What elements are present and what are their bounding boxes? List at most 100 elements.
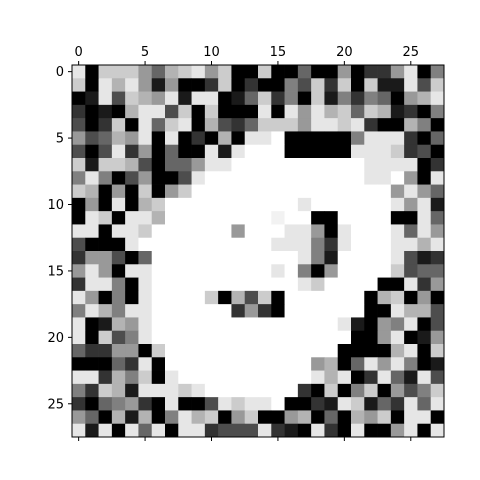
heatmap-cell (138, 158, 153, 172)
heatmap-cell (311, 264, 325, 278)
heatmap-cell (178, 251, 192, 265)
heatmap-cell (151, 237, 166, 252)
heatmap-cell (284, 65, 299, 79)
heatmap-cell (297, 304, 312, 318)
heatmap-cell (72, 357, 86, 371)
heatmap-cell (390, 224, 405, 239)
heatmap-cell (311, 184, 325, 199)
heatmap-cell (417, 144, 432, 159)
heatmap-cell (417, 104, 432, 119)
heatmap-cell (85, 158, 99, 172)
heatmap-cell (244, 264, 259, 278)
heatmap-cell (111, 317, 126, 332)
heatmap-cell (231, 344, 246, 358)
heatmap-cell (324, 144, 339, 159)
heatmap-cell (377, 131, 392, 146)
heatmap-cell (151, 144, 166, 159)
heatmap-cell (311, 383, 325, 398)
heatmap-cell (85, 197, 99, 212)
heatmap-cell (324, 78, 339, 92)
heatmap-cell (138, 383, 153, 398)
heatmap-cell (98, 131, 113, 146)
heatmap-cell (85, 118, 99, 132)
heatmap-cell (297, 144, 312, 159)
heatmap-cell (165, 91, 179, 106)
heatmap-cell (404, 383, 418, 398)
heatmap-cell (165, 277, 179, 292)
heatmap-cell (430, 171, 445, 185)
heatmap-cell (151, 251, 166, 265)
heatmap-cell (351, 317, 365, 332)
heatmap-cell (218, 410, 232, 425)
heatmap-cell (165, 397, 179, 411)
heatmap-cell (111, 357, 126, 371)
heatmap-cell (178, 197, 192, 212)
heatmap-cell (377, 237, 392, 252)
heatmap-cell (351, 104, 365, 119)
heatmap-cell (218, 65, 232, 79)
heatmap-cell (390, 370, 405, 385)
heatmap-cell (297, 251, 312, 265)
heatmap-cell (231, 91, 246, 106)
heatmap-cell (138, 171, 153, 185)
heatmap-cell (351, 78, 365, 92)
heatmap-cell (404, 251, 418, 265)
heatmap-cell (218, 237, 232, 252)
heatmap-cell (231, 251, 246, 265)
heatmap-cell (191, 211, 206, 225)
heatmap-cell (417, 397, 432, 411)
heatmap-cell (98, 383, 113, 398)
heatmap-cell (165, 144, 179, 159)
heatmap-cell (138, 224, 153, 239)
heatmap-cell (72, 330, 86, 345)
heatmap-cell (218, 104, 232, 119)
heatmap-cell (85, 304, 99, 318)
heatmap-cell (271, 251, 285, 265)
x-tick-label: 15 (270, 45, 287, 60)
heatmap-cell (324, 290, 339, 305)
heatmap-cell (72, 118, 86, 132)
heatmap-cell (204, 410, 219, 425)
heatmap-cell (271, 290, 285, 305)
heatmap-cell (324, 158, 339, 172)
heatmap-cell (337, 144, 352, 159)
heatmap-cell (258, 370, 272, 385)
heatmap-cell (337, 78, 352, 92)
heatmap-cell (297, 78, 312, 92)
heatmap-cell (258, 317, 272, 332)
heatmap-cell (297, 184, 312, 199)
heatmap-cell (218, 118, 232, 132)
heatmap-cell (125, 344, 139, 358)
heatmap-cell (390, 251, 405, 265)
heatmap-cell (178, 330, 192, 345)
heatmap-cell (390, 104, 405, 119)
heatmap-cell (337, 397, 352, 411)
heatmap-cell (85, 144, 99, 159)
heatmap-cell (297, 65, 312, 79)
heatmap-cell (284, 317, 299, 332)
heatmap-cell (297, 237, 312, 252)
heatmap-cell (297, 357, 312, 371)
heatmap-cell (165, 357, 179, 371)
heatmap-cell (72, 211, 86, 225)
heatmap-cell (271, 330, 285, 345)
heatmap-cell (151, 277, 166, 292)
heatmap-cell (151, 131, 166, 146)
heatmap-cell (271, 423, 285, 438)
heatmap-cell (390, 237, 405, 252)
heatmap-cell (337, 158, 352, 172)
x-tick-label: 0 (75, 45, 83, 60)
heatmap-cell (271, 304, 285, 318)
heatmap-cell (191, 91, 206, 106)
heatmap-cell (178, 410, 192, 425)
heatmap-cell (231, 317, 246, 332)
heatmap-cell (417, 65, 432, 79)
heatmap-cell (72, 104, 86, 119)
heatmap-cell (404, 330, 418, 345)
heatmap-cell (324, 330, 339, 345)
heatmap-cell (204, 290, 219, 305)
heatmap-cell (85, 264, 99, 278)
heatmap-cell (258, 184, 272, 199)
heatmap-cell (417, 211, 432, 225)
heatmap-cell (430, 224, 445, 239)
